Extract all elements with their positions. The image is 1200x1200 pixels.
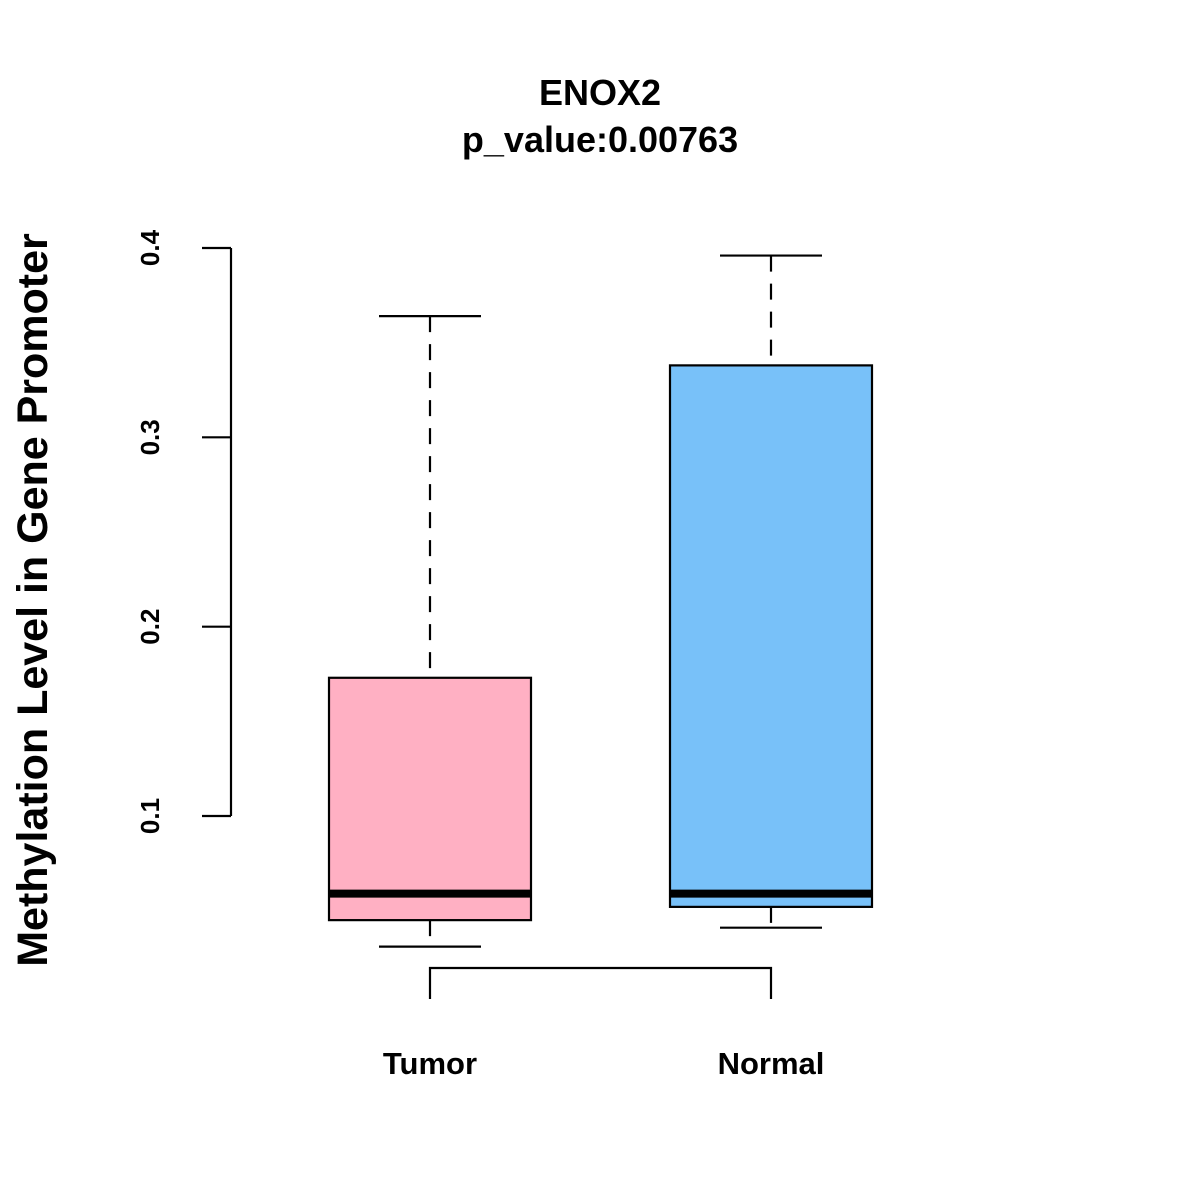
- boxes: [327, 254, 874, 948]
- y-axis-label: Methylation Level in Gene Promoter: [9, 233, 57, 967]
- chart-title: ENOX2: [539, 72, 661, 113]
- category-label-normal: Normal: [718, 1046, 825, 1081]
- category-label-tumor: Tumor: [383, 1046, 477, 1081]
- y-tick-label: 0.4: [135, 229, 165, 266]
- comparison-bracket: [428, 966, 773, 999]
- box-tumor: [327, 315, 533, 948]
- chart-subtitle: p_value:0.00763: [462, 119, 738, 160]
- category-labels: Tumor Normal: [383, 1046, 824, 1081]
- y-tick-label: 0.3: [135, 419, 165, 455]
- box-normal: [668, 254, 874, 929]
- y-tick-label: 0.2: [135, 609, 165, 645]
- y-axis-ticks: 0.1 0.2 0.3 0.4: [135, 229, 231, 834]
- iqr-box: [327, 676, 533, 922]
- iqr-box: [668, 364, 874, 908]
- y-tick-label: 0.1: [135, 798, 165, 834]
